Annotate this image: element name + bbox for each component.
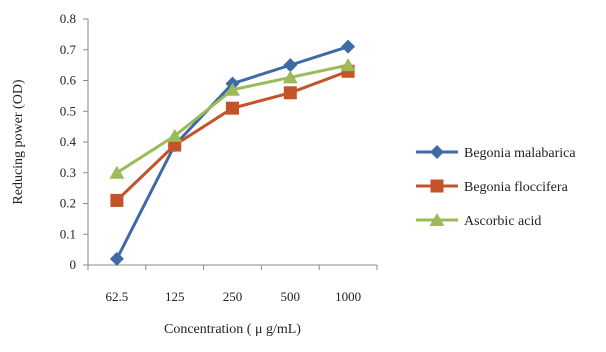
- data-point-ascorbic-acid: [282, 70, 298, 84]
- data-point-ascorbic-acid: [225, 82, 240, 96]
- x-tick-label: 62.5: [106, 289, 129, 304]
- series-ascorbic-acid: [109, 58, 356, 179]
- y-tick-label: 0.3: [60, 165, 76, 180]
- legend-label: Begonia floccifera: [464, 180, 569, 195]
- data-point-begonia-malabarica: [341, 39, 356, 54]
- legend-swatch-marker: [430, 145, 444, 159]
- y-tick-label: 0.4: [60, 134, 77, 149]
- y-tick-label: 0: [70, 257, 77, 272]
- data-point-begonia-floccifera: [226, 101, 239, 115]
- legend-item-begonia-floccifera: Begonia floccifera: [416, 179, 569, 195]
- x-tick-label: 500: [281, 289, 301, 304]
- y-tick-label: 0.1: [60, 226, 76, 241]
- tick-labels: 0 0.1 0.2 0.3 0.4 0.5 0.6 0.7 0.8 62.5 125 250 500 10…: [60, 11, 361, 304]
- data-point-ascorbic-acid: [109, 165, 125, 179]
- y-tick-label: 0.8: [60, 11, 76, 26]
- data-point-begonia-malabarica: [283, 58, 298, 73]
- y-axis-label: Reducing power (OD): [11, 79, 26, 205]
- y-tick-label: 0.7: [60, 42, 77, 57]
- legend-label: Ascorbic acid: [464, 214, 541, 229]
- legend: Begonia malabarica Begonia floccifera Asco…: [416, 145, 576, 229]
- y-tick-label: 0.2: [60, 196, 76, 211]
- y-tick-label: 0.6: [60, 73, 77, 88]
- legend-label: Begonia malabarica: [464, 146, 576, 161]
- x-tick-label: 125: [165, 289, 185, 304]
- x-axis-label: Concentration ( μ g/mL): [164, 322, 301, 337]
- axes: [83, 18, 378, 270]
- data-point-begonia-floccifera: [283, 86, 297, 100]
- data-point-begonia-malabarica: [109, 251, 124, 266]
- series-lines: [109, 39, 356, 266]
- data-point-begonia-floccifera: [110, 193, 124, 207]
- y-tick-label: 0.5: [60, 103, 76, 118]
- legend-item-ascorbic-acid: Ascorbic acid: [416, 213, 541, 229]
- x-tick-label: 250: [223, 289, 243, 304]
- legend-swatch-marker: [429, 213, 445, 226]
- data-point-ascorbic-acid: [167, 128, 183, 142]
- legend-swatch-marker: [430, 179, 444, 193]
- legend-item-begonia-malabarica: Begonia malabarica: [416, 145, 576, 161]
- x-tick-label: 1000: [335, 289, 361, 304]
- data-point-ascorbic-acid: [340, 58, 356, 72]
